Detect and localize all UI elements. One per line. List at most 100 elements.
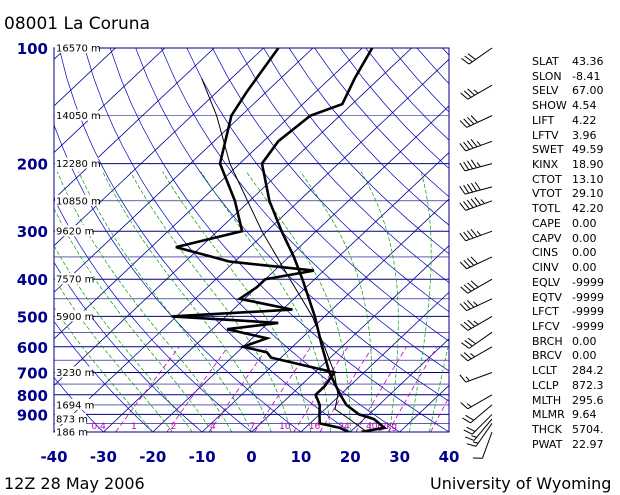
wind-barb-half-flag [466,403,472,408]
mixing-ratio-line [208,346,269,432]
wind-barb-flag [463,161,470,171]
wind-barb-staff [466,256,493,270]
wind-barb-flag [459,185,466,195]
index-row: CINS 0.00 [532,246,604,261]
dry-adiabat [58,48,351,432]
index-row: CINV 0.00 [532,261,604,276]
mixing-ratio-line [115,346,180,432]
moist-adiabat [428,340,449,432]
wind-barb-flag [466,443,477,447]
wind-barb-flag [470,280,479,288]
index-key: THCK [532,422,562,436]
index-value: 67.00 [572,84,604,98]
temperature-tick-label: -10 [189,448,216,466]
wind-barb-flag [463,284,472,292]
isotherm-line [54,48,363,340]
dry-adiabat [288,48,449,226]
dewpoint-profile [171,48,349,432]
index-key: SLAT [532,55,559,68]
wind-barb-flag [470,115,478,123]
index-key: KINX [532,158,559,172]
profile-curves [171,48,388,432]
wind-barb-flag [459,162,466,172]
height-label-bg [55,426,86,437]
mixing-ratio-line [166,346,229,432]
stability-indices: SLAT 43.36 SLON -8.41 SELV 67.00 SHOW 4.54 LIFT 4… [532,55,604,452]
index-row: MLMR 9.64 [532,408,604,423]
wind-barb-staff [465,230,493,242]
index-value: 29.10 [572,187,604,201]
index-value: 18.90 [572,158,604,172]
wind-barb-flag [463,259,471,268]
index-value: 49.59 [572,143,604,157]
wind-barb-flag [460,402,469,410]
dry-adiabat [186,48,449,342]
wind-barb-flag [467,319,476,327]
plot-frame [53,47,450,433]
wind-barb-staff [465,200,493,211]
index-key: CAPE [532,216,561,230]
index-value: 42.20 [572,202,604,216]
index-row: LFCT -9999 [532,305,604,320]
wind-barb-flag [463,118,471,127]
wind-barb-flag [463,184,470,194]
index-value: 0.00 [572,246,597,260]
isotherm-line [152,151,449,432]
index-value: -9999 [572,305,604,319]
index-key: CTOT [532,172,562,186]
mixing-ratio-line [387,346,438,432]
height-label: 10850 m [56,196,101,207]
index-value: 284.2 [572,364,604,378]
wind-barb-flag [470,198,478,207]
index-value: 872.3 [572,378,604,392]
wind-barb-staff [467,315,493,331]
wind-barb-flag [467,183,474,193]
index-key: MLTH [532,393,562,407]
index-value: 4.22 [572,113,597,127]
height-label: 14050 m [56,111,101,122]
index-row: LFCV -9999 [532,320,604,335]
index-key: LFTV [532,128,559,142]
pressure-tick-label: 500 [17,308,48,326]
pressure-tick-label: 300 [17,223,48,241]
wind-barb-flag [463,231,470,240]
temperature-tick-label: 40 [439,448,460,466]
index-row: PWAT 22.97 [532,438,604,453]
temperature-tick-label: -30 [90,448,117,466]
moist-adiabat [300,171,373,432]
mixing-ratio-line [430,396,449,432]
height-label-bg [55,194,99,206]
wind-barb-flag [466,426,476,432]
moist-adiabat [56,171,233,432]
index-key: PWAT [532,437,563,451]
wind-barb-staff [471,414,493,435]
wind-barb-staff [481,431,493,459]
index-row: VTOT 29.10 [532,187,604,202]
wind-barb-flag [464,436,475,441]
isotherm-line [54,58,449,432]
pressure-tick-label: 400 [17,271,48,289]
index-value: 9.64 [572,408,597,422]
index-row: BRCV 0.00 [532,349,604,364]
source-label: University of Wyoming [430,474,612,493]
moist-adiabat [448,430,449,432]
index-value: 0.00 [572,349,597,363]
wind-barb-half-flag [472,441,479,444]
index-row: LFTV 3.96 [532,129,604,144]
wind-barb-flag [459,143,467,152]
index-value: 3.96 [572,128,597,142]
wind-barb-flag [463,429,473,435]
index-value: 22.97 [572,437,604,451]
station-title: 08001 La Coruna [4,14,151,34]
wind-barb-flag [466,140,474,149]
wind-barb-flag [467,337,476,345]
dry-adiabat [135,48,449,402]
wind-barb-half-flag [471,435,477,438]
mixing-ratio-label: 16 [309,422,321,432]
index-row: THCK 5704. [532,423,604,438]
index-key: TOTL [532,202,561,216]
moist-adiabat [78,171,252,432]
wind-barb-flag [466,230,474,239]
wind-barb-half-flag [476,141,482,146]
